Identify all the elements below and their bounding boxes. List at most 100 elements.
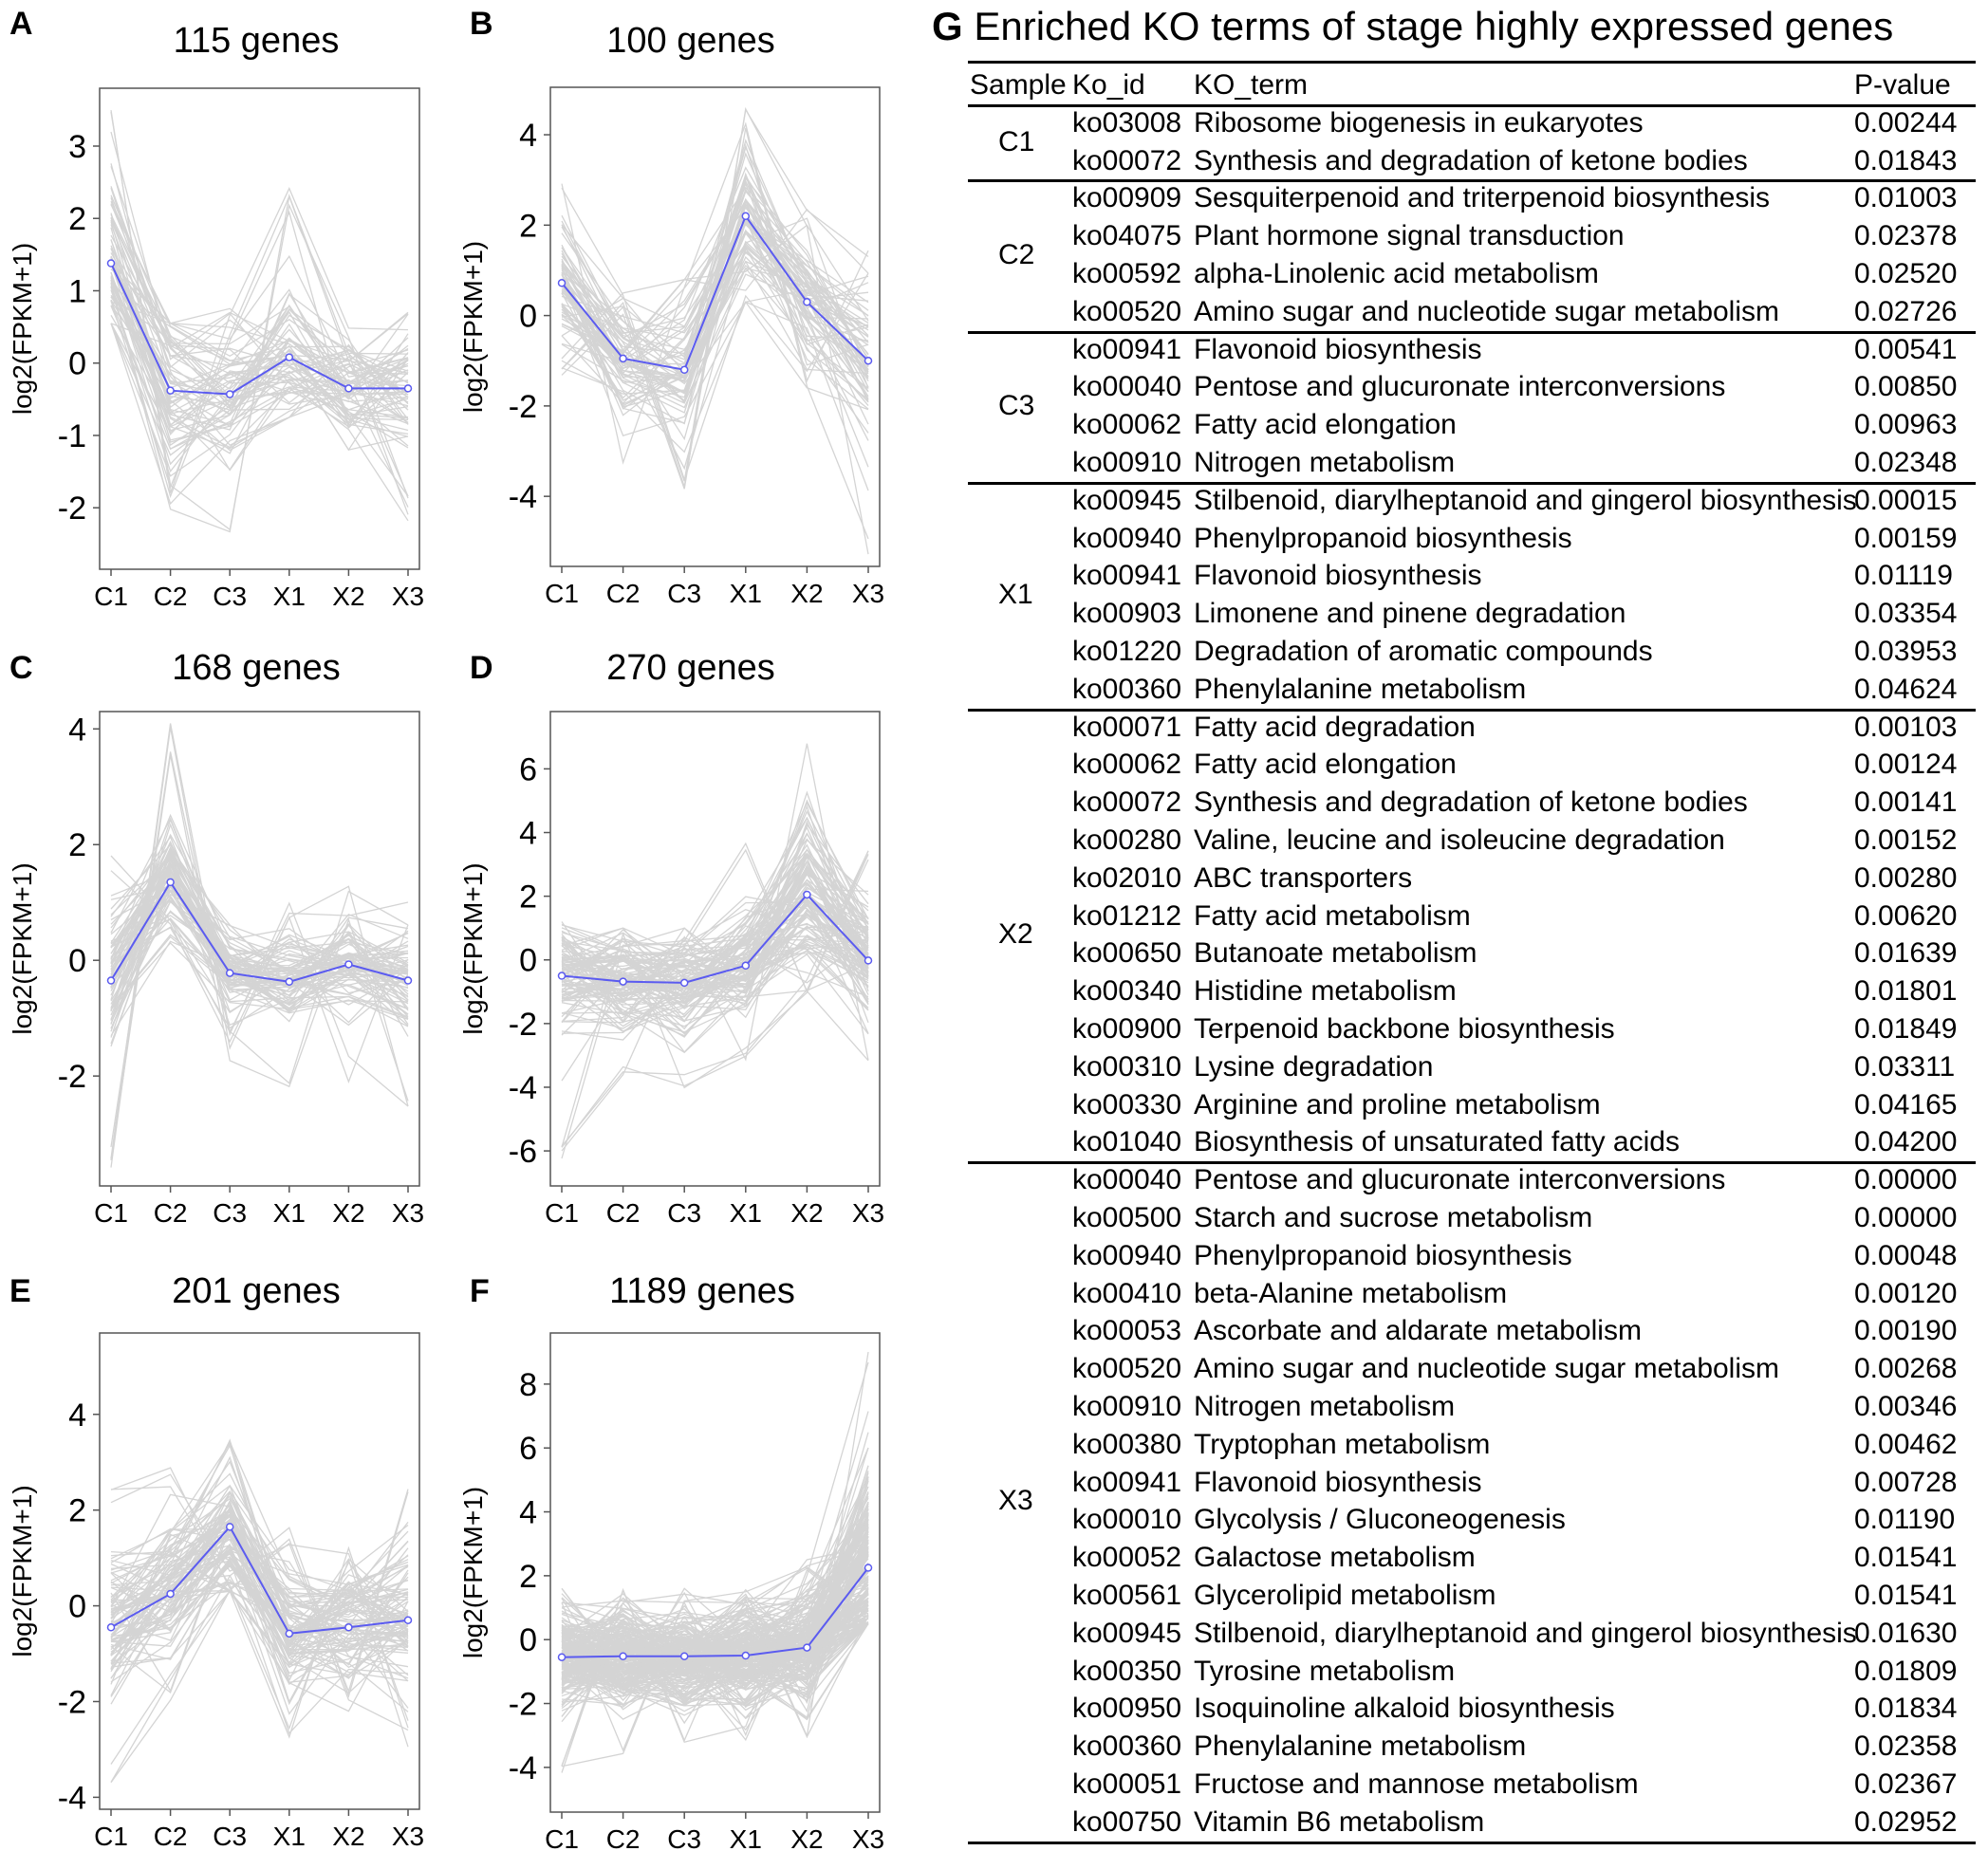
mean-point-x3 xyxy=(403,1616,413,1624)
gene-line xyxy=(110,314,409,449)
mean-point-x2 xyxy=(344,960,353,969)
ko-id: ko00941 xyxy=(1072,560,1182,592)
ko-id: ko00941 xyxy=(1072,333,1182,365)
gene-line xyxy=(561,219,869,441)
gene-line xyxy=(561,861,869,1003)
mean-point-x2 xyxy=(803,890,811,899)
ko-term: Isoquinoline alkaloid biosynthesis xyxy=(1194,1693,1615,1725)
ko-term: Fatty acid elongation xyxy=(1194,749,1457,781)
gene-line xyxy=(110,1527,409,1669)
y-axis-label: log2(FPKM+1) xyxy=(8,243,37,415)
mean-point-c3 xyxy=(225,390,234,398)
sample-label: X1 xyxy=(998,579,1033,611)
p-value: 0.00159 xyxy=(1854,522,1958,554)
gene-line xyxy=(110,283,409,414)
gene-profile-lines xyxy=(110,723,409,1168)
p-value: 0.04165 xyxy=(1854,1088,1958,1120)
gene-line xyxy=(110,1529,409,1648)
y-axis-label: log2(FPKM+1) xyxy=(8,862,37,1034)
gene-line xyxy=(561,935,869,1041)
gene-line xyxy=(110,1520,409,1685)
ko-term: Tyrosine metabolism xyxy=(1194,1655,1456,1687)
ko-term: Synthesis and degradation of ketone bodi… xyxy=(1194,787,1748,819)
panel-letter-b: B xyxy=(470,6,493,42)
ko-term: Synthesis and degradation of ketone bodi… xyxy=(1194,144,1748,176)
y-axis-label: log2(FPKM+1) xyxy=(458,862,488,1034)
ko-id: ko00410 xyxy=(1072,1277,1182,1309)
mean-point-c3 xyxy=(225,1523,234,1531)
plot-frame xyxy=(99,87,420,570)
p-value: 0.02952 xyxy=(1854,1805,1958,1838)
ko-term: Histidine metabolism xyxy=(1194,975,1457,1008)
x-tick-label: C3 xyxy=(667,1824,701,1851)
gene-line xyxy=(561,935,869,1022)
mean-point-x3 xyxy=(864,956,873,965)
sample-label: X2 xyxy=(998,918,1033,951)
x-tick-label: X1 xyxy=(273,1198,306,1228)
panel-letter-c: C xyxy=(9,650,33,686)
mean-point-x1 xyxy=(741,212,751,221)
ko-id: ko00380 xyxy=(1072,1428,1182,1460)
y-tick-label: 6 xyxy=(519,1431,537,1467)
y-axis-label: log2(FPKM+1) xyxy=(458,241,488,413)
mean-point-x2 xyxy=(344,384,353,393)
x-tick-label: C1 xyxy=(545,579,579,608)
ko-id: ko00360 xyxy=(1072,1731,1182,1763)
header-rule xyxy=(968,103,1976,107)
gene-line xyxy=(110,1518,409,1638)
group-rule xyxy=(968,1161,1976,1165)
gene-line xyxy=(110,931,409,1009)
ko-id: ko00561 xyxy=(1072,1580,1182,1611)
ko-id: ko00062 xyxy=(1072,409,1182,441)
gene-line xyxy=(561,1601,869,1695)
x-tick-label: X1 xyxy=(273,1822,306,1851)
plot-frame xyxy=(99,1332,420,1810)
ko-term: Galactose metabolism xyxy=(1194,1542,1476,1574)
ko-id: ko00500 xyxy=(1072,1202,1182,1233)
header-ko-id: Ko_id xyxy=(1072,69,1145,101)
gene-line xyxy=(110,852,409,1011)
ko-id: ko00592 xyxy=(1072,258,1182,289)
ko-term: Flavonoid biosynthesis xyxy=(1194,1466,1482,1498)
ko-term: Vitamin B6 metabolism xyxy=(1194,1805,1485,1838)
x-tick-label: C2 xyxy=(154,1198,188,1228)
gene-line xyxy=(561,247,869,434)
y-tick-label: 2 xyxy=(519,208,537,244)
p-value: 0.01801 xyxy=(1854,975,1958,1008)
ko-id: ko03008 xyxy=(1072,106,1182,139)
mean-expression-line xyxy=(561,1566,869,1658)
ko-term: Ribosome biogenesis in eukaryotes xyxy=(1194,106,1644,139)
ko-term: Nitrogen metabolism xyxy=(1194,1391,1456,1422)
mean-expression-line xyxy=(110,880,409,983)
p-value: 0.00015 xyxy=(1854,484,1958,516)
mean-point-c1 xyxy=(106,1623,116,1632)
gene-profile-lines xyxy=(561,106,869,555)
gene-line xyxy=(110,299,409,452)
plot-frame xyxy=(549,1332,881,1813)
ko-id: ko04075 xyxy=(1072,220,1182,252)
ko-id: ko00280 xyxy=(1072,824,1182,856)
gene-line xyxy=(110,1490,409,1606)
ko-term: Lysine degradation xyxy=(1194,1050,1434,1083)
ko-id: ko01040 xyxy=(1072,1126,1182,1158)
gene-line xyxy=(110,846,409,1021)
ko-id: ko00650 xyxy=(1072,937,1182,970)
gene-line xyxy=(561,1411,869,1688)
y-tick-label: -6 xyxy=(509,1134,537,1170)
gene-line xyxy=(110,1442,409,1655)
mean-point-c1 xyxy=(106,259,116,268)
gene-line xyxy=(561,1554,869,1660)
gene-line xyxy=(561,1567,869,1700)
gene-line xyxy=(110,276,409,446)
x-tick-label: X3 xyxy=(852,1824,884,1851)
x-tick-label: C1 xyxy=(94,1198,128,1228)
gene-line xyxy=(561,908,869,1029)
gene-line xyxy=(110,257,409,427)
ko-id: ko00350 xyxy=(1072,1655,1182,1687)
gene-line xyxy=(561,1476,869,1643)
p-value: 0.01843 xyxy=(1854,144,1958,176)
p-value: 0.00541 xyxy=(1854,333,1958,365)
y-tick-label: 8 xyxy=(519,1367,537,1403)
ko-term: Biosynthesis of unsaturated fatty acids xyxy=(1194,1126,1680,1158)
x-tick-label: C2 xyxy=(606,1824,641,1851)
